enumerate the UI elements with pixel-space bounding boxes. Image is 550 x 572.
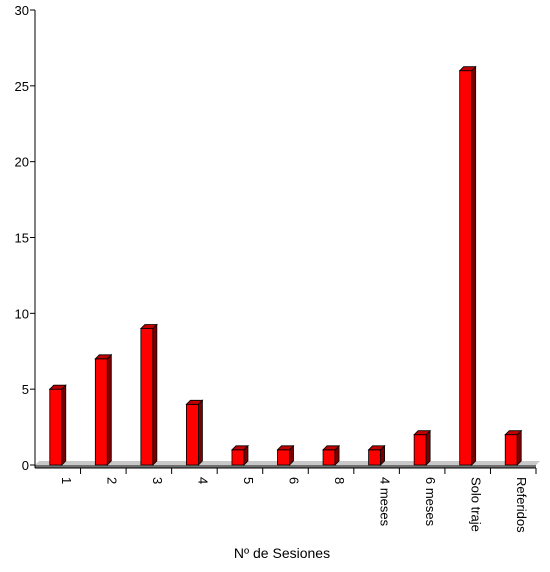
- bar-top: [94, 354, 113, 360]
- y-tick-label: 30: [15, 3, 29, 18]
- bar: [230, 444, 249, 466]
- bar-front: [140, 328, 154, 466]
- bar-side: [61, 384, 67, 466]
- y-tick-label: 0: [22, 458, 29, 473]
- bar: [504, 429, 523, 466]
- y-tick-label: 15: [15, 231, 29, 246]
- bar-front: [459, 70, 473, 466]
- bar: [48, 384, 67, 466]
- x-tick-label: 1: [59, 477, 74, 484]
- bar: [367, 444, 386, 466]
- bar-side: [152, 323, 158, 466]
- bar-top: [139, 324, 158, 329]
- floor-edge: [35, 465, 536, 468]
- x-tick-label: 2: [104, 477, 119, 484]
- y-tick-label: 10: [15, 306, 29, 321]
- x-tick-label: Referidos: [514, 477, 529, 533]
- y-tick-label: 20: [15, 155, 29, 170]
- bar-top: [322, 445, 341, 451]
- bar-front: [413, 434, 427, 466]
- bar-front: [49, 388, 63, 466]
- bar-top: [230, 445, 249, 451]
- y-tick-label: 5: [22, 382, 29, 397]
- x-tick-label: 5: [241, 477, 256, 484]
- bar: [413, 429, 432, 466]
- bar-front: [94, 358, 108, 466]
- x-tick-label: Solo traje: [469, 477, 484, 532]
- bar-top: [48, 384, 67, 390]
- bar-front: [504, 434, 518, 466]
- x-axis-ticks: 1 2 3 4 5 6 8 4 meses 6 meses Solo traje Referidos: [59, 468, 537, 533]
- bar-front: [368, 449, 381, 466]
- x-tick-label: 4 meses: [378, 477, 393, 527]
- bar-top: [458, 66, 477, 72]
- bar-top: [185, 399, 204, 405]
- bar-front: [322, 449, 336, 466]
- x-tick-label: 3: [150, 477, 165, 484]
- x-tick-label: 6: [287, 477, 302, 484]
- x-axis-label: Nº de Sesiones: [234, 545, 330, 561]
- bar-side: [106, 353, 112, 466]
- bar-top: [276, 445, 295, 451]
- bar-side: [516, 429, 522, 466]
- bar-top: [413, 430, 432, 436]
- bar-top: [504, 430, 523, 436]
- bar-side: [425, 429, 431, 466]
- bar-top: [367, 445, 386, 451]
- y-tick-label: 25: [15, 79, 29, 94]
- bar-front: [277, 449, 290, 466]
- bar: [139, 323, 158, 466]
- y-axis-ticks: 0 5 10 15 20 25 30: [15, 3, 35, 473]
- bar-front: [231, 449, 245, 466]
- bar-front: [186, 403, 199, 466]
- x-tick-label: 6 meses: [423, 477, 438, 527]
- bar: [322, 444, 341, 466]
- bar: [276, 444, 295, 466]
- bar: [458, 65, 477, 466]
- bar: [94, 353, 113, 466]
- bar-side: [471, 65, 477, 466]
- bars: [48, 65, 523, 466]
- x-tick-label: 4: [195, 477, 210, 484]
- x-tick-label: 8: [332, 477, 347, 484]
- bar: [185, 399, 204, 466]
- bar-side: [198, 399, 203, 466]
